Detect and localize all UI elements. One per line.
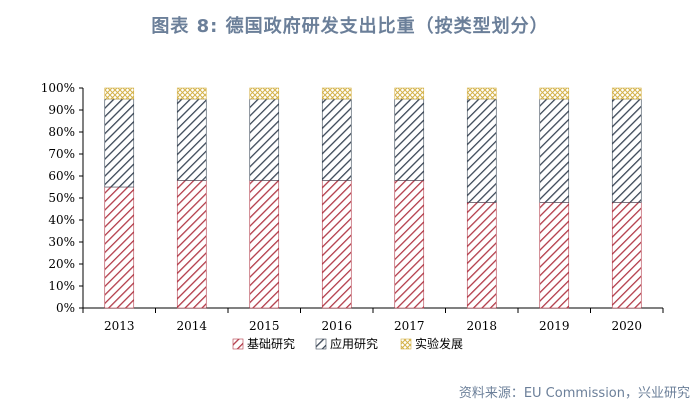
bar-1-2013 (104, 186, 135, 309)
bar-3-2015 (249, 87, 280, 100)
y-tick-label: 40% (48, 213, 75, 227)
bar-2-2016 (321, 98, 352, 181)
legend-swatch-3 (400, 338, 412, 350)
bar-2-2015 (249, 98, 280, 181)
y-tick-label: 80% (48, 125, 75, 139)
x-tick-label: 2014 (176, 319, 207, 333)
bar-3-2018 (466, 87, 497, 100)
bar-3-2014 (176, 87, 207, 100)
bar-3-2013 (104, 87, 135, 100)
y-tick-label: 0% (56, 301, 75, 315)
bar-1-2016 (321, 180, 352, 309)
y-tick-label: 70% (48, 147, 75, 161)
legend-swatch-2 (315, 338, 327, 350)
chart-title: 图表 8: 德国政府研发支出比重（按类型划分） (151, 16, 549, 37)
bar-2-2020 (611, 98, 642, 203)
y-tick-label: 90% (48, 103, 75, 117)
x-tick-label: 2017 (394, 319, 425, 333)
legend-label-1: 基础研究 (247, 336, 295, 351)
x-tick-label: 2016 (321, 319, 352, 333)
y-tick-label: 20% (48, 257, 75, 271)
legend-label-3: 实验发展 (415, 336, 463, 351)
bar-2-2013 (104, 98, 135, 188)
x-tick-label: 2018 (466, 319, 497, 333)
bar-3-2019 (539, 87, 570, 100)
bar-1-2018 (466, 202, 497, 309)
bar-1-2015 (249, 180, 280, 309)
y-tick-label: 10% (48, 279, 75, 293)
source-note: 资料来源：EU Commission，兴业研究 (458, 386, 690, 401)
legend-label-2: 应用研究 (330, 336, 378, 351)
y-tick-label: 30% (48, 235, 75, 249)
plot-area: 0% 10% 20% 30% 40% 50% 60% 70% 80% 90% 100% 2013 201… (41, 81, 664, 351)
y-tick-label: 60% (48, 169, 75, 183)
legend-swatch-1 (232, 338, 244, 350)
bar-3-2017 (394, 87, 425, 100)
y-tick-label: 50% (48, 191, 75, 205)
x-tick-label: 2013 (104, 319, 135, 333)
x-tick-label: 2019 (539, 319, 570, 333)
y-tick-label: 100% (41, 81, 75, 95)
bar-1-2020 (611, 202, 642, 309)
bar-3-2016 (321, 87, 352, 100)
bar-1-2014 (176, 180, 207, 309)
bar-2-2017 (394, 98, 425, 181)
bar-3-2020 (611, 87, 642, 100)
bar-2-2019 (539, 98, 570, 203)
bar-1-2019 (539, 202, 570, 309)
bar-1-2017 (394, 180, 425, 309)
bar-2-2014 (176, 98, 207, 181)
bar-2-2018 (466, 98, 497, 203)
x-tick-label: 2020 (611, 319, 642, 333)
x-tick-label: 2015 (249, 319, 280, 333)
